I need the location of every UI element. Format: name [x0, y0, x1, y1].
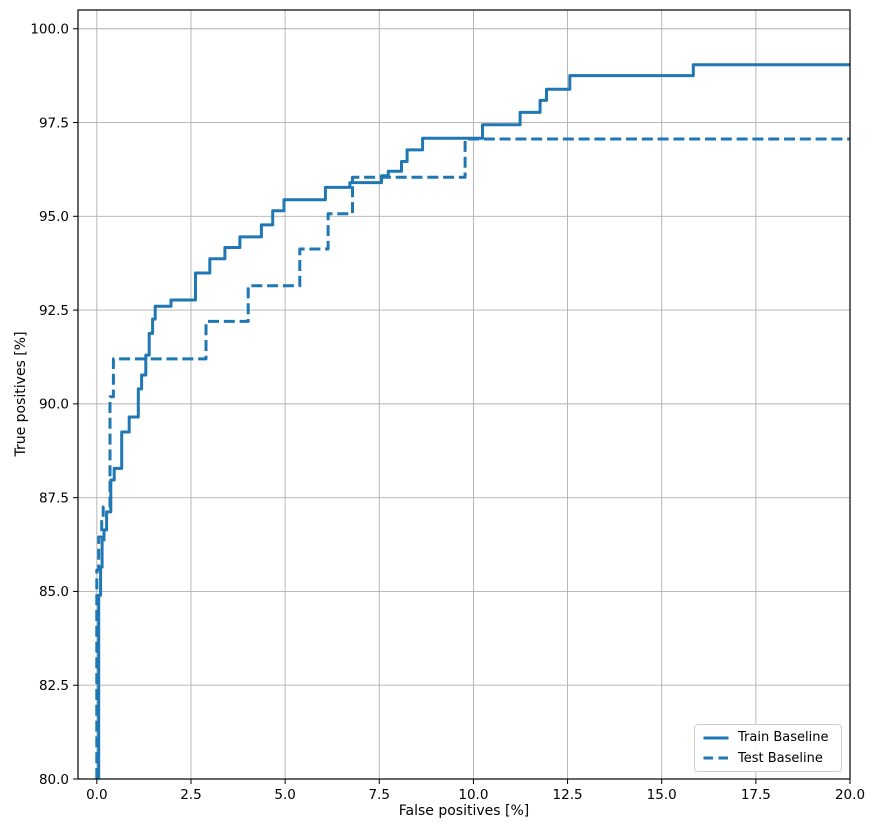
x-tick-label: 0.0: [86, 787, 107, 803]
x-tick-label: 12.5: [553, 787, 583, 803]
x-tick-label: 17.5: [741, 787, 771, 803]
y-tick-label: 95.0: [39, 209, 69, 225]
legend-item-train-baseline: Train Baseline: [703, 729, 833, 747]
plot-border: [77, 9, 851, 780]
legend: Train Baseline Test Baseline: [694, 724, 842, 772]
train-baseline-line: [97, 63, 850, 779]
y-tick-label: 82.5: [39, 678, 69, 694]
train-line-sample-icon: [703, 736, 729, 740]
x-tick-label: 10.0: [458, 787, 488, 803]
y-tick-label: 90.0: [39, 397, 69, 413]
x-tick-label: 15.0: [647, 787, 677, 803]
y-tick-label: 80.0: [39, 772, 69, 788]
test-line-sample-icon: [703, 756, 729, 760]
legend-label-test: Test Baseline: [738, 750, 823, 766]
y-tick-label: 85.0: [39, 584, 69, 600]
y-tick-label: 92.5: [39, 303, 69, 319]
x-tick-label: 2.5: [180, 787, 201, 803]
x-tick-label: 20.0: [835, 787, 865, 803]
y-tick-label: 87.5: [39, 490, 69, 506]
x-axis-title: False positives [%]: [398, 803, 530, 819]
legend-label-train: Train Baseline: [738, 730, 829, 746]
x-tick-label: 5.0: [274, 787, 295, 803]
y-axis-title: True positives [%]: [13, 331, 29, 457]
legend-item-test-baseline: Test Baseline: [703, 750, 833, 768]
y-tick-label: 100.0: [30, 22, 69, 38]
test-baseline-line: [95, 137, 850, 779]
x-tick-label: 7.5: [369, 787, 390, 803]
y-tick-label: 97.5: [39, 115, 69, 131]
